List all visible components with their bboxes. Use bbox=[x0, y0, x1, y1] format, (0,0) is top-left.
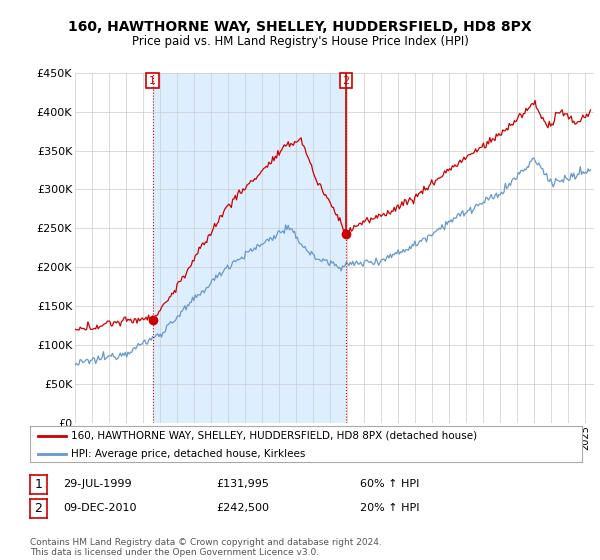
Text: 20% ↑ HPI: 20% ↑ HPI bbox=[360, 503, 419, 514]
Text: 29-JUL-1999: 29-JUL-1999 bbox=[63, 479, 131, 489]
Text: 1: 1 bbox=[34, 478, 43, 491]
Text: 1: 1 bbox=[149, 76, 156, 86]
Text: 160, HAWTHORNE WAY, SHELLEY, HUDDERSFIELD, HD8 8PX: 160, HAWTHORNE WAY, SHELLEY, HUDDERSFIEL… bbox=[68, 20, 532, 34]
Text: Price paid vs. HM Land Registry's House Price Index (HPI): Price paid vs. HM Land Registry's House … bbox=[131, 35, 469, 48]
Text: 09-DEC-2010: 09-DEC-2010 bbox=[63, 503, 137, 514]
Bar bbox=[153, 73, 346, 423]
Text: 2: 2 bbox=[343, 76, 350, 86]
Text: 60% ↑ HPI: 60% ↑ HPI bbox=[360, 479, 419, 489]
Text: £242,500: £242,500 bbox=[216, 503, 269, 514]
Text: £131,995: £131,995 bbox=[216, 479, 269, 489]
Text: 160, HAWTHORNE WAY, SHELLEY, HUDDERSFIELD, HD8 8PX (detached house): 160, HAWTHORNE WAY, SHELLEY, HUDDERSFIEL… bbox=[71, 431, 478, 441]
Text: 2: 2 bbox=[34, 502, 43, 515]
Text: Contains HM Land Registry data © Crown copyright and database right 2024.
This d: Contains HM Land Registry data © Crown c… bbox=[30, 538, 382, 557]
Text: HPI: Average price, detached house, Kirklees: HPI: Average price, detached house, Kirk… bbox=[71, 449, 306, 459]
